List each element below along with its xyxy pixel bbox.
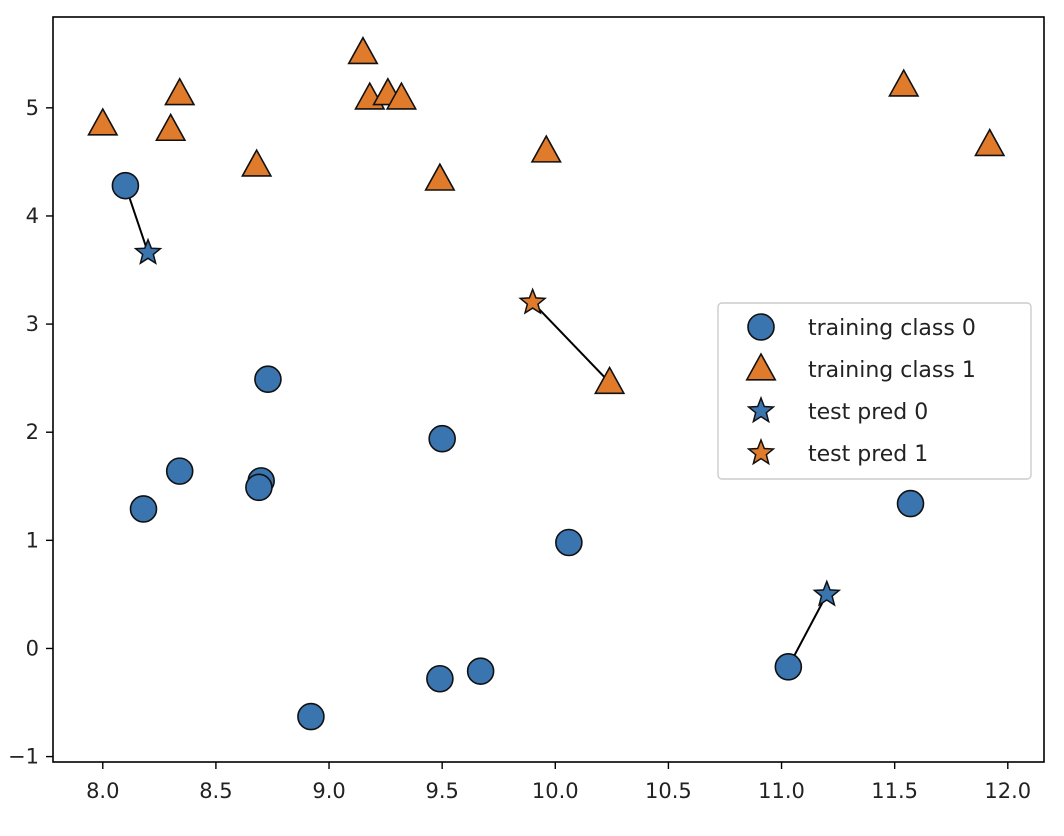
class-0-point: [896, 489, 925, 518]
class-0-point: [555, 528, 583, 557]
data-points: [87, 36, 1006, 731]
class-0-point: [165, 457, 194, 485]
class-0-point: [774, 653, 803, 681]
class-1-point: [593, 365, 626, 395]
neighbor-line: [531, 301, 611, 384]
test-pred-0-star: [812, 579, 842, 607]
class-1-point: [241, 148, 273, 177]
class-0-point: [426, 664, 454, 693]
class-0-point: [428, 424, 456, 453]
x-tick-label: 9.0: [312, 779, 345, 803]
y-tick-label: 2: [26, 420, 39, 444]
class-1-point: [87, 107, 119, 136]
legend-marker-test-pred-1: [746, 437, 776, 466]
class-0-point: [297, 702, 325, 731]
class-1-point: [155, 112, 187, 142]
class-0-point: [466, 657, 495, 685]
test-pred-0-star: [133, 237, 163, 265]
plot-frame: [52, 16, 1045, 763]
x-tick-label: 8.5: [199, 779, 232, 803]
class-0-point: [245, 473, 273, 502]
class-1-point: [974, 127, 1006, 157]
x-tick-label: 9.5: [425, 779, 458, 803]
legend-label: training class 0: [808, 316, 976, 341]
legend-label: test pred 0: [808, 400, 928, 425]
legend-marker-training-class-1: [745, 352, 777, 381]
test-pred-1-star: [518, 287, 547, 315]
class-1-point: [164, 77, 196, 106]
y-tick-label: −1: [8, 745, 39, 769]
class-1-point: [347, 36, 379, 65]
axes: 8.0 8.5 9.0 9.5 10.0 10.5 11.0 11.5 12.0 −1 0 1 2 3 4 5: [8, 16, 1045, 803]
legend-box: [717, 302, 1032, 480]
class-0-point: [254, 365, 282, 394]
class-1-point: [385, 81, 418, 110]
class-0-point: [129, 495, 158, 523]
x-tick-label: 10.5: [645, 779, 692, 803]
x-tick-label: 8.0: [86, 779, 119, 803]
legend-label: training class 1: [808, 358, 976, 383]
legend: training class 0 training class 1 test pre…: [717, 302, 1032, 480]
x-tick-label: 10.0: [532, 779, 579, 803]
class-1-point: [530, 134, 562, 163]
legend-marker-test-pred-0: [746, 395, 776, 424]
legend-label: test pred 1: [808, 442, 928, 467]
y-tick-label: 3: [26, 312, 39, 336]
class-0-point: [111, 171, 140, 200]
x-tick-label: 11.0: [758, 779, 805, 803]
y-tick-label: 4: [26, 204, 39, 228]
legend-marker-training-class-0: [747, 313, 775, 341]
y-tick-label: 5: [26, 96, 39, 120]
x-tick-label: 11.5: [871, 779, 918, 803]
class-1-point: [424, 162, 456, 191]
y-tick-label: 1: [26, 528, 39, 552]
x-tick-label: 12.0: [984, 779, 1031, 803]
y-tick-label: 0: [26, 636, 39, 660]
class-1-point: [888, 68, 920, 97]
